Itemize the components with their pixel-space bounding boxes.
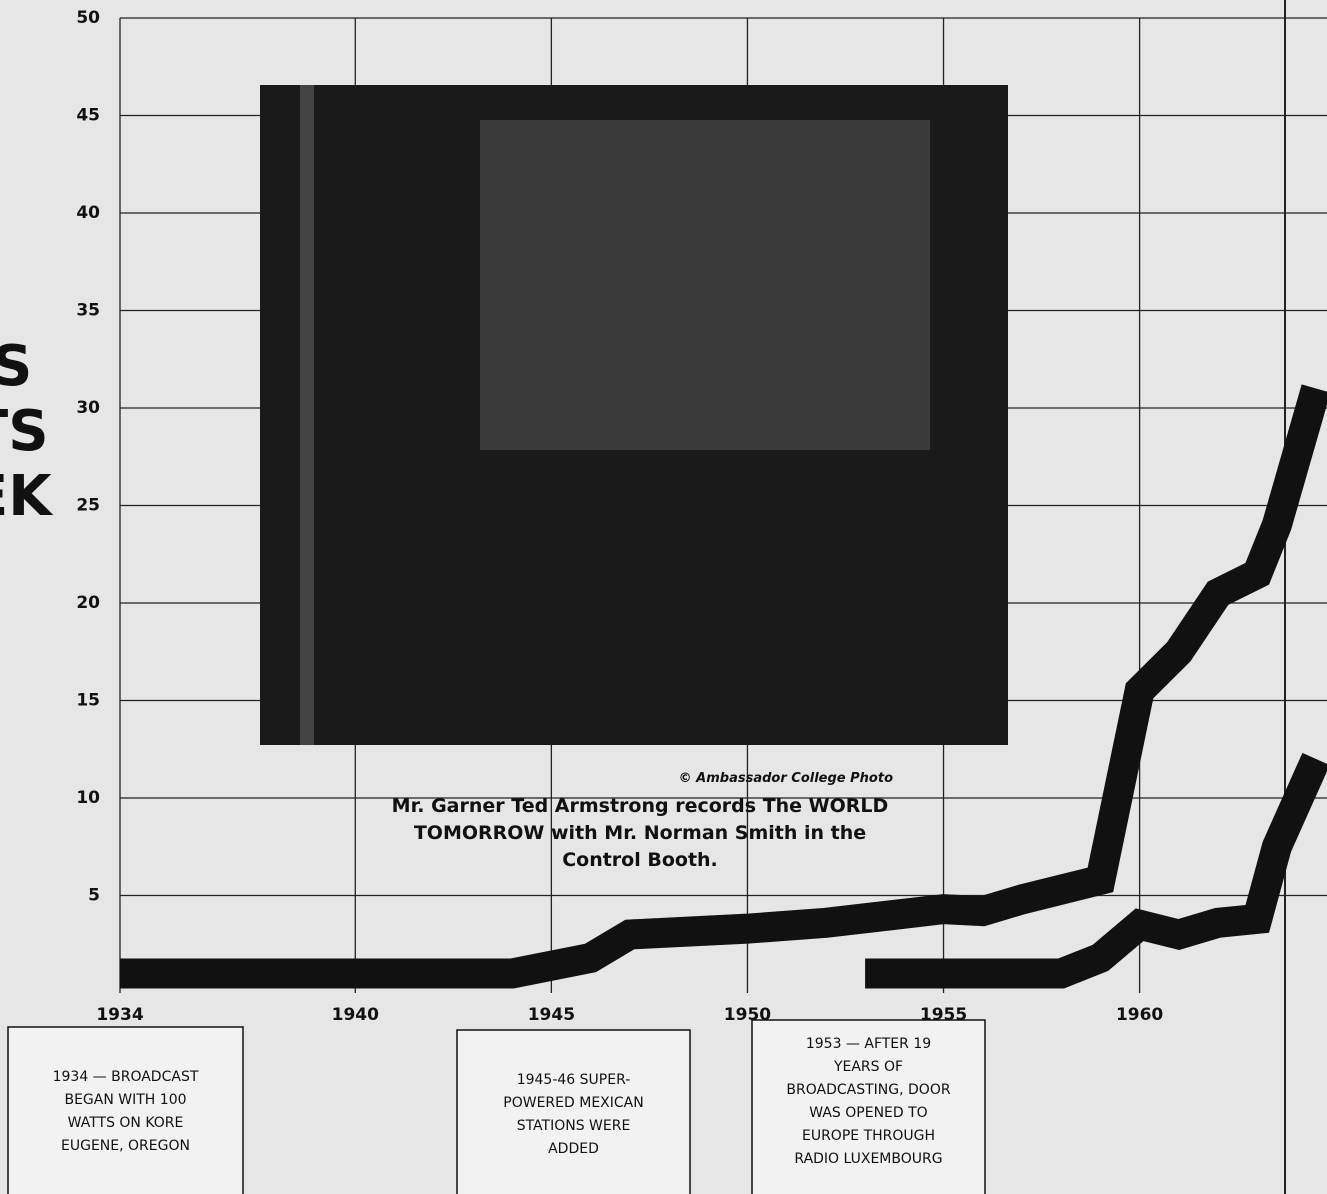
caption: Control Booth. xyxy=(562,849,718,871)
y-tick-label: 20 xyxy=(76,593,100,613)
annotation-text: WAS OPENED TO xyxy=(809,1105,927,1121)
y-tick-label: 30 xyxy=(76,398,100,418)
annotation-text: WATTS ON KORE xyxy=(68,1115,184,1131)
photo-detail xyxy=(480,120,930,450)
photo-credit: © Ambassador College Photo xyxy=(679,771,893,786)
caption: TOMORROW with Mr. Norman Smith in the xyxy=(414,822,866,844)
x-tick-label: 1960 xyxy=(1116,1005,1163,1025)
y-tick-label: 35 xyxy=(76,301,100,321)
annotation-text: RADIO LUXEMBOURG xyxy=(794,1151,942,1167)
side-title: S xyxy=(0,334,32,399)
annotation-text: 1953 — AFTER 19 xyxy=(806,1036,931,1052)
y-tick-label: 40 xyxy=(76,203,100,223)
annotation-box xyxy=(7,1026,244,1194)
y-tick-label: 50 xyxy=(76,8,100,28)
annotation-text: POWERED MEXICAN xyxy=(503,1095,643,1111)
annotation-text: BROADCASTING, DOOR xyxy=(786,1082,950,1098)
annotation-text: BEGAN WITH 100 xyxy=(64,1092,186,1108)
y-tick-label: 10 xyxy=(76,788,100,808)
annotation-text: YEARS OF xyxy=(833,1059,903,1075)
annotation-text: 1934 — BROADCAST xyxy=(53,1069,199,1085)
x-tick-label: 1934 xyxy=(96,1005,143,1025)
annotation-text: 1945-46 SUPER- xyxy=(517,1072,631,1088)
annotation-box xyxy=(751,1019,986,1194)
annotation-text: EUGENE, OREGON xyxy=(61,1138,190,1154)
annotation-text: EUROPE THROUGH xyxy=(802,1128,935,1144)
annotation-text: STATIONS WERE xyxy=(517,1118,631,1134)
y-tick-label: 45 xyxy=(76,106,100,126)
x-tick-label: 1945 xyxy=(528,1005,575,1025)
y-tick-label: 5 xyxy=(88,886,100,906)
x-tick-label: 1940 xyxy=(332,1005,379,1025)
caption: Mr. Garner Ted Armstrong records The WOR… xyxy=(392,795,889,817)
side-title: EK xyxy=(0,464,54,529)
y-tick-label: 25 xyxy=(76,496,100,516)
y-tick-label: 15 xyxy=(76,691,100,711)
side-title: TS xyxy=(0,399,49,464)
photo-detail xyxy=(300,85,314,745)
annotation-box xyxy=(456,1029,691,1194)
data-line xyxy=(865,752,1327,989)
annotation-text: ADDED xyxy=(548,1141,599,1157)
data-line xyxy=(120,384,1327,989)
